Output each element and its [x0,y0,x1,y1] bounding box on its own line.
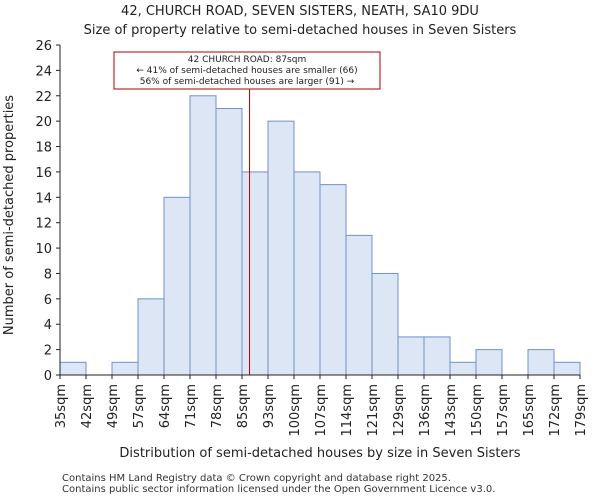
y-tick-label: 26 [35,39,52,54]
x-tick-label: 150sqm [470,384,485,437]
y-tick-label: 4 [44,318,52,333]
x-tick-label: 172sqm [548,384,563,437]
bar-121sqm [371,272,399,376]
y-axis-label: Number of semi-detached properties [2,95,17,335]
bar-71sqm [189,95,217,376]
y-tick-label: 10 [35,242,52,257]
x-tick-label: 114sqm [340,384,355,437]
x-tick-label: 100sqm [288,384,303,437]
bar-49sqm [111,361,139,376]
y-tick-label: 18 [35,141,52,156]
x-tick-label: 78sqm [210,384,225,428]
bar-150sqm [475,349,503,376]
x-tick-label: 179sqm [574,384,589,437]
x-tick-label: 129sqm [392,384,407,437]
y-tick-label: 22 [35,90,52,105]
bar-64sqm [163,196,191,376]
annotation-box: 42 CHURCH ROAD: 87sqm ← 41% of semi-deta… [113,51,381,90]
y-tick-label: 8 [44,267,52,282]
annotation-border [113,51,381,90]
bar-57sqm [137,298,165,376]
bar-93sqm [267,120,295,376]
x-tick-label: 121sqm [366,384,381,437]
bar-172sqm [553,361,581,376]
y-tick-label: 12 [35,217,52,232]
annotation-line-3: 56% of semi-detached houses are larger (… [140,77,355,87]
y-tick-label: 0 [44,369,52,384]
bar-107sqm [319,184,347,376]
x-tick-label: 71sqm [184,384,199,428]
chart-subtitle: Size of property relative to semi-detach… [84,23,517,38]
x-axis: 35sqm 42sqm 49sqm 57sqm 64sqm 71sqm 78sqm 85sqm… [54,374,589,437]
bar-35sqm [59,361,87,376]
y-tick-label: 24 [35,64,52,79]
bar-78sqm [215,107,243,376]
x-tick-label: 42sqm [80,384,95,428]
x-tick-label: 57sqm [132,384,147,428]
bar-165sqm [527,349,555,376]
bars-group [59,95,581,376]
footer-line-2: Contains public sector information licen… [62,484,496,495]
x-tick-label: 107sqm [314,384,329,437]
x-tick-label: 85sqm [236,384,251,428]
x-tick-label: 165sqm [522,384,537,437]
chart-title: 42, CHURCH ROAD, SEVEN SISTERS, NEATH, S… [121,4,479,19]
bar-136sqm [423,336,451,376]
annotation-line-2: ← 41% of semi-detached houses are smalle… [136,66,357,76]
x-tick-label: 143sqm [444,384,459,437]
footer-line-1: Contains HM Land Registry data © Crown c… [62,473,451,484]
bar-129sqm [397,336,425,376]
y-tick-label: 6 [44,293,52,308]
x-tick-label: 49sqm [106,384,121,428]
bar-143sqm [449,361,477,376]
annotation-line-1: 42 CHURCH ROAD: 87sqm [188,55,306,65]
bar-100sqm [293,171,321,376]
bar-114sqm [345,234,373,376]
x-tick-label: 157sqm [496,384,511,437]
y-tick-label: 16 [35,166,52,181]
x-tick-label: 35sqm [54,384,69,428]
y-tick-label: 2 [44,344,52,359]
x-tick-label: 136sqm [418,384,433,437]
bar-85sqm [241,171,269,376]
y-tick-label: 20 [35,115,52,130]
x-axis-label: Distribution of semi-detached houses by … [119,446,520,461]
x-tick-label: 93sqm [262,384,277,428]
x-tick-label: 64sqm [158,384,173,428]
y-tick-label: 14 [35,191,52,206]
